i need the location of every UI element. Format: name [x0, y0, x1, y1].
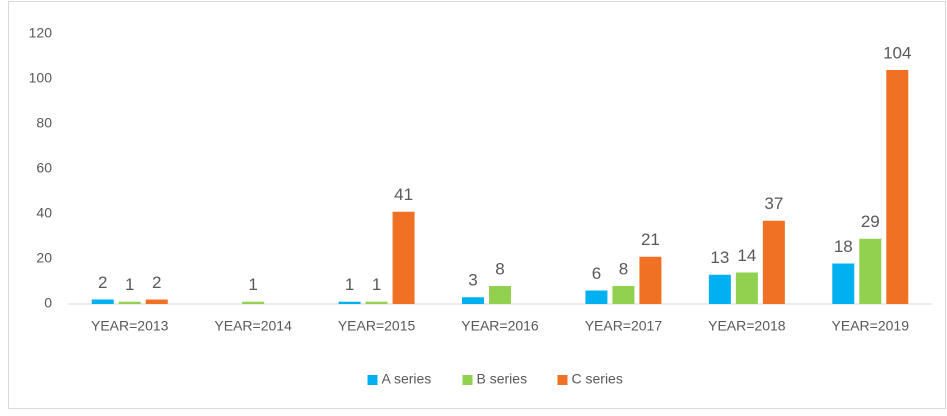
- legend-swatch: [462, 375, 473, 385]
- value-label: 37: [764, 194, 783, 213]
- legend-swatch: [557, 375, 568, 385]
- value-label: 1: [372, 275, 381, 294]
- value-label: 104: [883, 43, 911, 62]
- y-tick-label: 60: [36, 160, 52, 176]
- value-label: 1: [125, 275, 134, 294]
- bar: [612, 286, 635, 304]
- value-label: 2: [98, 273, 107, 292]
- bar: [91, 299, 114, 304]
- value-label: 1: [248, 275, 257, 294]
- value-label: 18: [834, 237, 853, 256]
- legend-label: A series: [382, 371, 432, 387]
- chart-border: [8, 1, 946, 409]
- y-tick-label: 20: [36, 250, 52, 266]
- y-tick-label: 40: [36, 205, 52, 221]
- bar: [338, 301, 361, 304]
- x-tick-label: YEAR=2016: [461, 318, 539, 334]
- value-label: 8: [495, 259, 504, 278]
- x-tick-label: YEAR=2015: [338, 318, 416, 334]
- y-tick-label: 0: [44, 295, 52, 311]
- bar: [365, 301, 388, 304]
- value-label: 2: [152, 273, 161, 292]
- value-label: 3: [468, 271, 477, 290]
- value-label: 21: [641, 230, 660, 249]
- value-label: 1: [345, 275, 354, 294]
- value-label: 13: [710, 248, 729, 267]
- value-label: 8: [619, 259, 628, 278]
- bar: [708, 274, 731, 304]
- x-tick-label: YEAR=2013: [91, 318, 169, 334]
- bar: [145, 299, 168, 304]
- x-tick-label: YEAR=2019: [832, 318, 910, 334]
- legend-swatch: [367, 375, 378, 385]
- bar: [462, 297, 484, 304]
- bar: [392, 211, 415, 304]
- bar: [886, 70, 909, 304]
- value-label: 6: [592, 264, 601, 283]
- legend-label: C series: [572, 371, 623, 387]
- y-tick-label: 100: [29, 70, 53, 86]
- legend-label: B series: [477, 371, 528, 387]
- y-tick-label: 120: [29, 25, 53, 41]
- y-tick-label: 80: [36, 115, 52, 131]
- bar: [489, 286, 511, 304]
- value-label: 29: [861, 212, 880, 231]
- bar: [735, 272, 758, 304]
- bar: [242, 301, 265, 304]
- value-label: 14: [737, 246, 756, 265]
- bar: [585, 290, 608, 304]
- x-tick-label: YEAR=2018: [708, 318, 786, 334]
- bar: [762, 220, 785, 304]
- x-tick-label: YEAR=2014: [214, 318, 292, 334]
- bar: [639, 256, 662, 304]
- x-tick-label: YEAR=2017: [585, 318, 663, 334]
- bar: [832, 263, 855, 304]
- bar: [118, 301, 141, 304]
- bar: [859, 238, 882, 304]
- value-label: 41: [394, 185, 413, 204]
